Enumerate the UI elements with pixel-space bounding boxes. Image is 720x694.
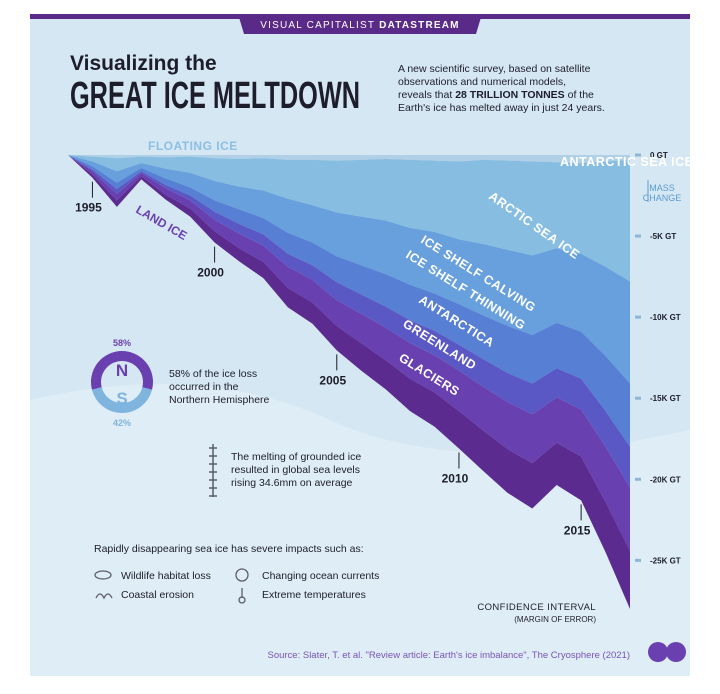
confidence-sub: (MARGIN OF ERROR): [514, 615, 596, 624]
intro-highlight: 28 TRILLION TONNES: [455, 89, 565, 101]
intro-part: reveals that: [398, 89, 455, 101]
compass-letter: S: [116, 389, 127, 408]
banner-tab: [238, 14, 482, 34]
donut-arc: [91, 386, 153, 413]
y-tick-label: -10K GT: [650, 313, 681, 322]
impact-item: Changing ocean currents: [262, 570, 379, 582]
impacts-title: Rapidly disappearing sea ice has severe …: [94, 543, 364, 555]
brand-name: VISUAL CAPITALIST: [260, 20, 375, 31]
intro: A new scientific survey, based on satell…: [398, 63, 591, 75]
x-tick-label: 2000: [197, 266, 224, 280]
group-label: FLOATING ICE: [148, 139, 238, 153]
donut-label: 58%: [113, 338, 131, 348]
title-line-2: GREAT ICE MELTDOWN: [70, 75, 360, 117]
donut-arc: [91, 351, 153, 390]
sea-level-note: The melting of grounded ice: [231, 451, 361, 463]
y-tick-label: -20K GT: [650, 475, 681, 484]
x-tick-label: 2005: [319, 373, 346, 387]
donut-label: 42%: [113, 418, 131, 428]
impact-item: Wildlife habitat loss: [121, 570, 211, 582]
y-tick-label: -15K GT: [650, 394, 681, 403]
x-tick-label: 2010: [442, 471, 469, 485]
y-axis-label: MASS: [649, 183, 675, 193]
logo: [648, 642, 686, 662]
hemisphere-note: occurred in the: [169, 381, 239, 393]
area-band: [68, 155, 630, 384]
intro-part: of the: [565, 89, 594, 101]
title-line-1: Visualizing the: [70, 52, 217, 75]
impact-icons: [94, 568, 249, 604]
sea-level-note: rising 34.6mm on average: [231, 477, 353, 489]
chart: 0 GT -5K GT -10K GT -15K GT -20K GT -25K GT MA…: [68, 139, 694, 624]
intro: Earth's ice has melted away in just 24 y…: [398, 102, 605, 114]
brand-bold: DATASTREAM: [379, 20, 460, 31]
hemisphere-note: Northern Hemisphere: [169, 394, 270, 406]
intro: reveals that 28 TRILLION TONNES of the: [398, 89, 594, 101]
y-tick-label: -5K GT: [650, 232, 676, 241]
impact-item: Extreme temperatures: [262, 589, 366, 601]
ruler-icon: [209, 444, 217, 497]
series-label: ANTARCTIC SEA ICE: [560, 155, 694, 169]
intro: observations and numerical models,: [398, 76, 566, 88]
x-tick-label: 1995: [75, 201, 102, 215]
x-tick-label: 2015: [564, 523, 591, 537]
area-band: [68, 155, 630, 164]
source: Source: Slater, T. et al. "Review articl…: [267, 650, 630, 661]
y-tick-label: -25K GT: [650, 556, 681, 565]
compass-letter: N: [116, 361, 128, 380]
sea-level-note: resulted in global sea levels: [231, 464, 360, 476]
y-tick-label: 0 GT: [650, 151, 668, 160]
brand: VISUAL CAPITALIST DATASTREAM: [260, 20, 459, 31]
impact-item: Coastal erosion: [121, 589, 194, 601]
hemisphere-note: 58% of the ice loss: [169, 368, 257, 380]
confidence-label: CONFIDENCE INTERVAL: [477, 602, 596, 613]
y-axis-label: CHANGE: [643, 193, 682, 203]
area-band: [68, 155, 630, 282]
